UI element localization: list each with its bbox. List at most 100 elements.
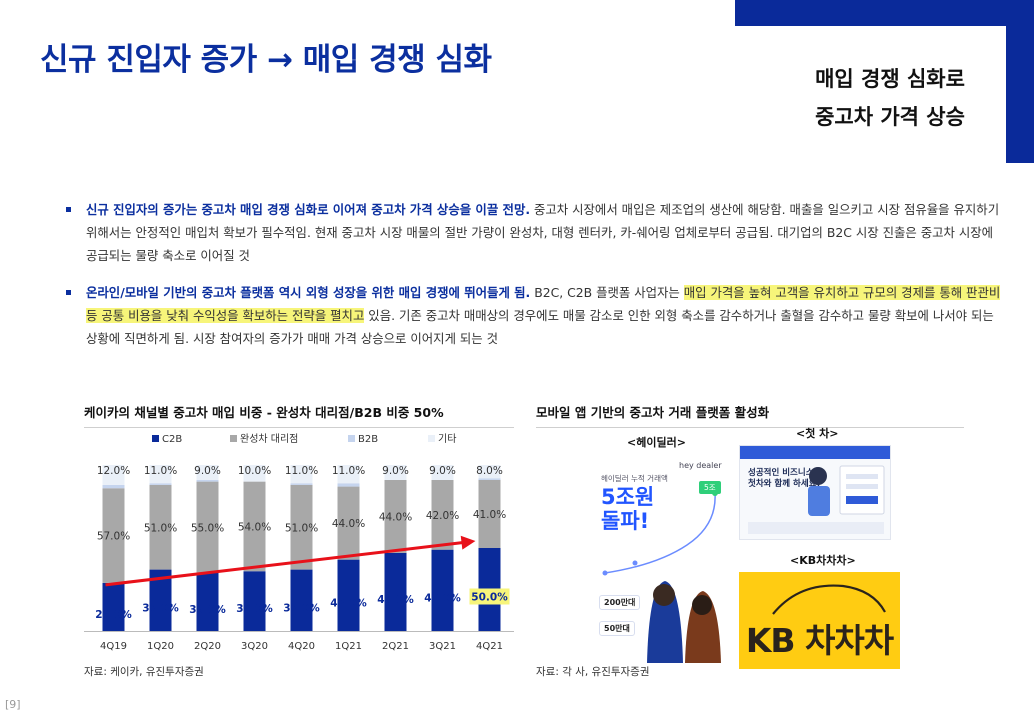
- data-label-dealer: 44.0%: [379, 511, 412, 523]
- bullet-2-text-post: 있음. 기존 중고차 매매상의 경우에도 매물 감소로 인한 외형 축소를 감수…: [86, 308, 994, 346]
- bar-segment: [243, 571, 266, 631]
- data-label-other: 8.0%: [476, 465, 503, 477]
- legend-label: B2B: [358, 434, 378, 445]
- bar-segment: [243, 481, 266, 572]
- chart-source: 자료: 케이카, 유진투자증권: [84, 666, 204, 678]
- trend-arrow-line: [105, 540, 468, 587]
- legend-swatch: [230, 435, 237, 442]
- data-label-dealer: 42.0%: [426, 510, 459, 522]
- data-label-other: 9.0%: [429, 465, 456, 477]
- x-tick-label: 4Q20: [288, 641, 315, 652]
- bullet-list: 신규 진입자의 증가는 중고차 매입 경쟁 심화로 이어져 중고차 가격 상승을…: [66, 198, 1006, 364]
- bar-segment: [431, 479, 454, 550]
- legend-swatch: [348, 435, 355, 442]
- chacha-line-1: 성공적인 비즈니스: [748, 468, 814, 478]
- legend-label: 완성차 대리점: [240, 433, 298, 445]
- bar-segment: [290, 484, 313, 570]
- bar-segment: [384, 479, 407, 553]
- page-title: 신규 진입자 증가 → 매입 경쟁 심화: [40, 42, 492, 78]
- bullet-2-text-pre: B2C, C2B 플랫폼 사업자는: [530, 285, 684, 300]
- callout-box: 매입 경쟁 심화로 중고차 가격 상승: [790, 60, 990, 136]
- chacha-line-2: 첫차와 함께 하세요!: [748, 479, 821, 489]
- data-label-dealer: 57.0%: [97, 531, 130, 543]
- platform-source: 자료: 각 사, 유진투자증권: [536, 666, 650, 678]
- data-label-c2b: 29.0%: [95, 609, 132, 621]
- heydealer-headline-1: 5조원: [601, 485, 655, 509]
- bar-segment: [337, 465, 360, 484]
- heydealer-headline: 5조원 돌파!: [601, 485, 654, 533]
- data-label-dealer: 51.0%: [285, 522, 318, 534]
- data-label-other: 9.0%: [194, 465, 221, 477]
- purchase-channel-chart: C2B 완성차 대리점 B2B 기타 4Q19 1Q20 2Q20 3Q20 4Q20 1Q21 2…: [84, 433, 514, 652]
- heydealer-label: <헤이딜러>: [627, 436, 686, 449]
- x-tick-label: 2Q20: [194, 641, 221, 652]
- data-label-other: 10.0%: [238, 465, 271, 477]
- heydealer-brand: hey dealer: [679, 461, 722, 470]
- bar-segment: [290, 483, 313, 485]
- bullet-1-text: 중고차 시장에서 매입은 제조업의 생산에 해당함. 매출을 일으키고 시장 점…: [86, 202, 1000, 263]
- x-tick-label: 2Q21: [382, 641, 409, 652]
- bar-segment: [478, 479, 501, 548]
- bar-segment: [337, 559, 360, 631]
- bar-segment: [149, 484, 172, 570]
- bullet-item-2: 온라인/모바일 기반의 중고차 플랫폼 역시 외형 성장을 위한 매입 경쟁에 …: [66, 281, 1006, 350]
- kb-logo-text: KB 차차차: [745, 621, 894, 660]
- kbchachacha-logo: KB 차차차: [739, 572, 900, 669]
- chacha-app-screenshot: 성공적인 비즈니스 첫차와 함께 하세요!: [739, 445, 891, 540]
- data-label-c2b: 37.0%: [142, 602, 179, 614]
- bar-segment: [102, 484, 125, 489]
- bar-segment: [337, 486, 360, 560]
- callout-line-2: 중고차 가격 상승: [815, 105, 965, 129]
- kbchachacha-label: <KB차차차>: [790, 554, 856, 567]
- x-tick-label: 3Q20: [241, 641, 268, 652]
- bar-segment: [149, 483, 172, 485]
- data-label-dealer: 44.0%: [332, 518, 365, 530]
- data-label-dealer: 51.0%: [144, 522, 177, 534]
- chacha-header-bar: [740, 446, 890, 459]
- bar-segment: [102, 488, 125, 583]
- heydealer-growth-curve: [602, 490, 721, 663]
- bar-segment: [196, 479, 219, 482]
- bar-segment: [243, 465, 266, 482]
- data-label-dealer: 55.0%: [191, 522, 224, 534]
- kb-car-outline-icon: [772, 584, 886, 615]
- corner-accent-side: [1006, 0, 1034, 163]
- bar-segment: [290, 569, 313, 631]
- data-label-c2b: 37.0%: [283, 602, 320, 614]
- bar-segment: [431, 549, 454, 631]
- data-label-other: 11.0%: [332, 465, 365, 477]
- heydealer-chip-2: 50만대: [599, 621, 635, 636]
- bar-segment: [384, 552, 407, 631]
- bullet-marker: [66, 207, 71, 212]
- data-label-c2b: 36.0%: [236, 603, 273, 615]
- bar-segment: [290, 465, 313, 484]
- heydealer-headline-2: 돌파!: [601, 509, 650, 533]
- data-label-c2b: 49.0%: [424, 592, 461, 604]
- data-label-c2b: 50.0%: [471, 592, 508, 604]
- bar-segment: [384, 465, 407, 480]
- chacha-illustration: [748, 465, 885, 534]
- bullet-1-lead: 신규 진입자의 증가는 중고차 매입 경쟁 심화로 이어져 중고차 가격 상승을…: [86, 202, 531, 217]
- chacha-headline: 성공적인 비즈니스 첫차와 함께 하세요!: [748, 468, 820, 490]
- legend-label: C2B: [162, 434, 182, 445]
- x-tick-label: 1Q21: [335, 641, 362, 652]
- data-label-other: 11.0%: [144, 465, 177, 477]
- data-label-dealer: 54.0%: [238, 521, 271, 533]
- chart-title: 케이카의 채널별 중고차 매입 비중 - 완성차 대리점/B2B 비중 50%: [84, 402, 514, 428]
- x-tick-label: 4Q19: [100, 641, 127, 652]
- data-label-other: 9.0%: [382, 465, 409, 477]
- x-tick-label: 3Q21: [429, 641, 456, 652]
- legend-label: 기타: [438, 433, 456, 445]
- callout-line-1: 매입 경쟁 심화로: [815, 67, 965, 91]
- bar-segment: [478, 465, 501, 479]
- legend-swatch: [428, 435, 435, 442]
- bar-segment: [149, 465, 172, 484]
- highlight-box: [469, 588, 510, 605]
- page-number: [9]: [5, 698, 21, 711]
- bar-segment: [149, 569, 172, 631]
- bar-segment: [196, 481, 219, 573]
- bar-segment: [102, 582, 125, 631]
- data-label-c2b: 47.0%: [377, 594, 414, 606]
- platform-panel-title: 모바일 앱 기반의 중고차 거래 플랫폼 활성화: [536, 402, 964, 428]
- bar-segment: [431, 465, 454, 480]
